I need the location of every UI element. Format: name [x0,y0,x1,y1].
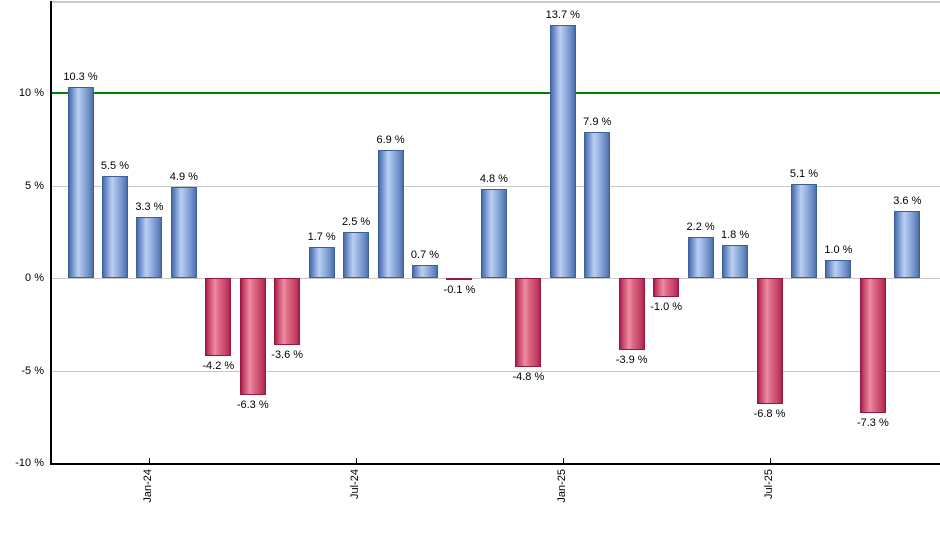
y-axis-tick-label: -10 % [15,457,44,469]
bar-value-label: 10.3 % [63,71,98,84]
y-axis-tick-label: 0 % [25,272,44,284]
bar-Jun-25 [722,244,749,278]
y-gridline [52,370,940,372]
bar-Sep-25 [825,259,852,278]
bar-value-label: -3.9 % [615,354,648,367]
plot-top-border [50,1,940,3]
bar-value-label: -7.3 % [856,417,889,430]
bar-value-label: -4.2 % [202,359,235,372]
x-axis-line [50,463,940,465]
x-axis-tick-label: Jan-25 [555,469,568,503]
bar-value-label: 1.0 % [824,243,853,256]
bar-Apr-24 [239,278,266,395]
bar-value-label: -6.3 % [236,398,269,411]
bar-Jul-25 [756,278,783,404]
y-axis-tick-label: -5 % [21,364,44,377]
bar-value-label: -1.0 % [650,300,683,313]
bar-Nov-24 [480,189,507,278]
bar-value-label: 5.5 % [100,160,129,173]
bar-Feb-24 [170,187,197,278]
bar-Jan-25 [549,24,576,278]
bar-value-label: 0.7 % [410,249,440,262]
bar-Oct-25 [859,278,886,414]
x-axis-tick-mark [769,458,771,463]
y-gridline [52,278,940,279]
bar-May-25 [687,237,714,278]
x-axis-tick-label: Jan-24 [142,469,155,503]
bar-Apr-25 [653,278,680,297]
bar-value-label: -0.1 % [443,283,476,296]
bar-value-label: 1.8 % [720,228,750,241]
bar-Aug-24 [377,150,404,278]
bar-value-label: 4.8 % [479,173,508,186]
bar-value-label: 2.2 % [686,221,715,234]
x-axis-tick-mark [356,458,358,463]
bar-value-label: 3.3 % [135,200,164,213]
x-axis-tick-mark [149,458,151,463]
bar-Jan-24 [136,216,163,278]
bar-Jul-24 [343,231,370,278]
bar-Nov-23 [67,87,94,278]
y-axis-line [50,1,52,465]
x-axis-tick-label: Jul-25 [762,469,775,499]
bar-Dec-24 [515,278,542,367]
bar-Aug-25 [790,183,817,278]
bar-Mar-25 [618,278,645,351]
threshold-line [52,92,940,94]
bar-value-label: 3.6 % [893,195,922,208]
bar-value-label: 5.1 % [789,167,818,180]
y-gridline [52,185,940,187]
bar-May-24 [274,278,301,345]
y-axis-tick-label: 10 % [18,87,44,99]
bar-Nov-25 [894,211,921,278]
bar-value-label: -4.8 % [512,370,545,383]
bar-value-label: 1.7 % [307,230,336,243]
bar-value-label: 7.9 % [583,115,612,128]
bar-Oct-24 [446,278,473,280]
x-axis-tick-label: Jul-24 [349,469,362,499]
bar-value-label: 6.9 % [376,134,405,147]
bar-value-label: 13.7 % [545,8,580,21]
bar-value-label: -6.8 % [753,407,786,420]
bar-value-label: 4.9 % [169,171,198,184]
x-axis-tick-mark [562,458,564,463]
bar-Sep-24 [412,265,438,278]
bar-Jun-24 [308,246,335,278]
bar-value-label: -3.6 % [271,348,304,361]
bar-Feb-25 [584,131,611,278]
y-axis-tick-label: 5 % [25,179,44,192]
bar-Dec-23 [101,176,128,278]
bar-value-label: 2.5 % [342,215,371,228]
bar-Mar-24 [205,278,232,356]
